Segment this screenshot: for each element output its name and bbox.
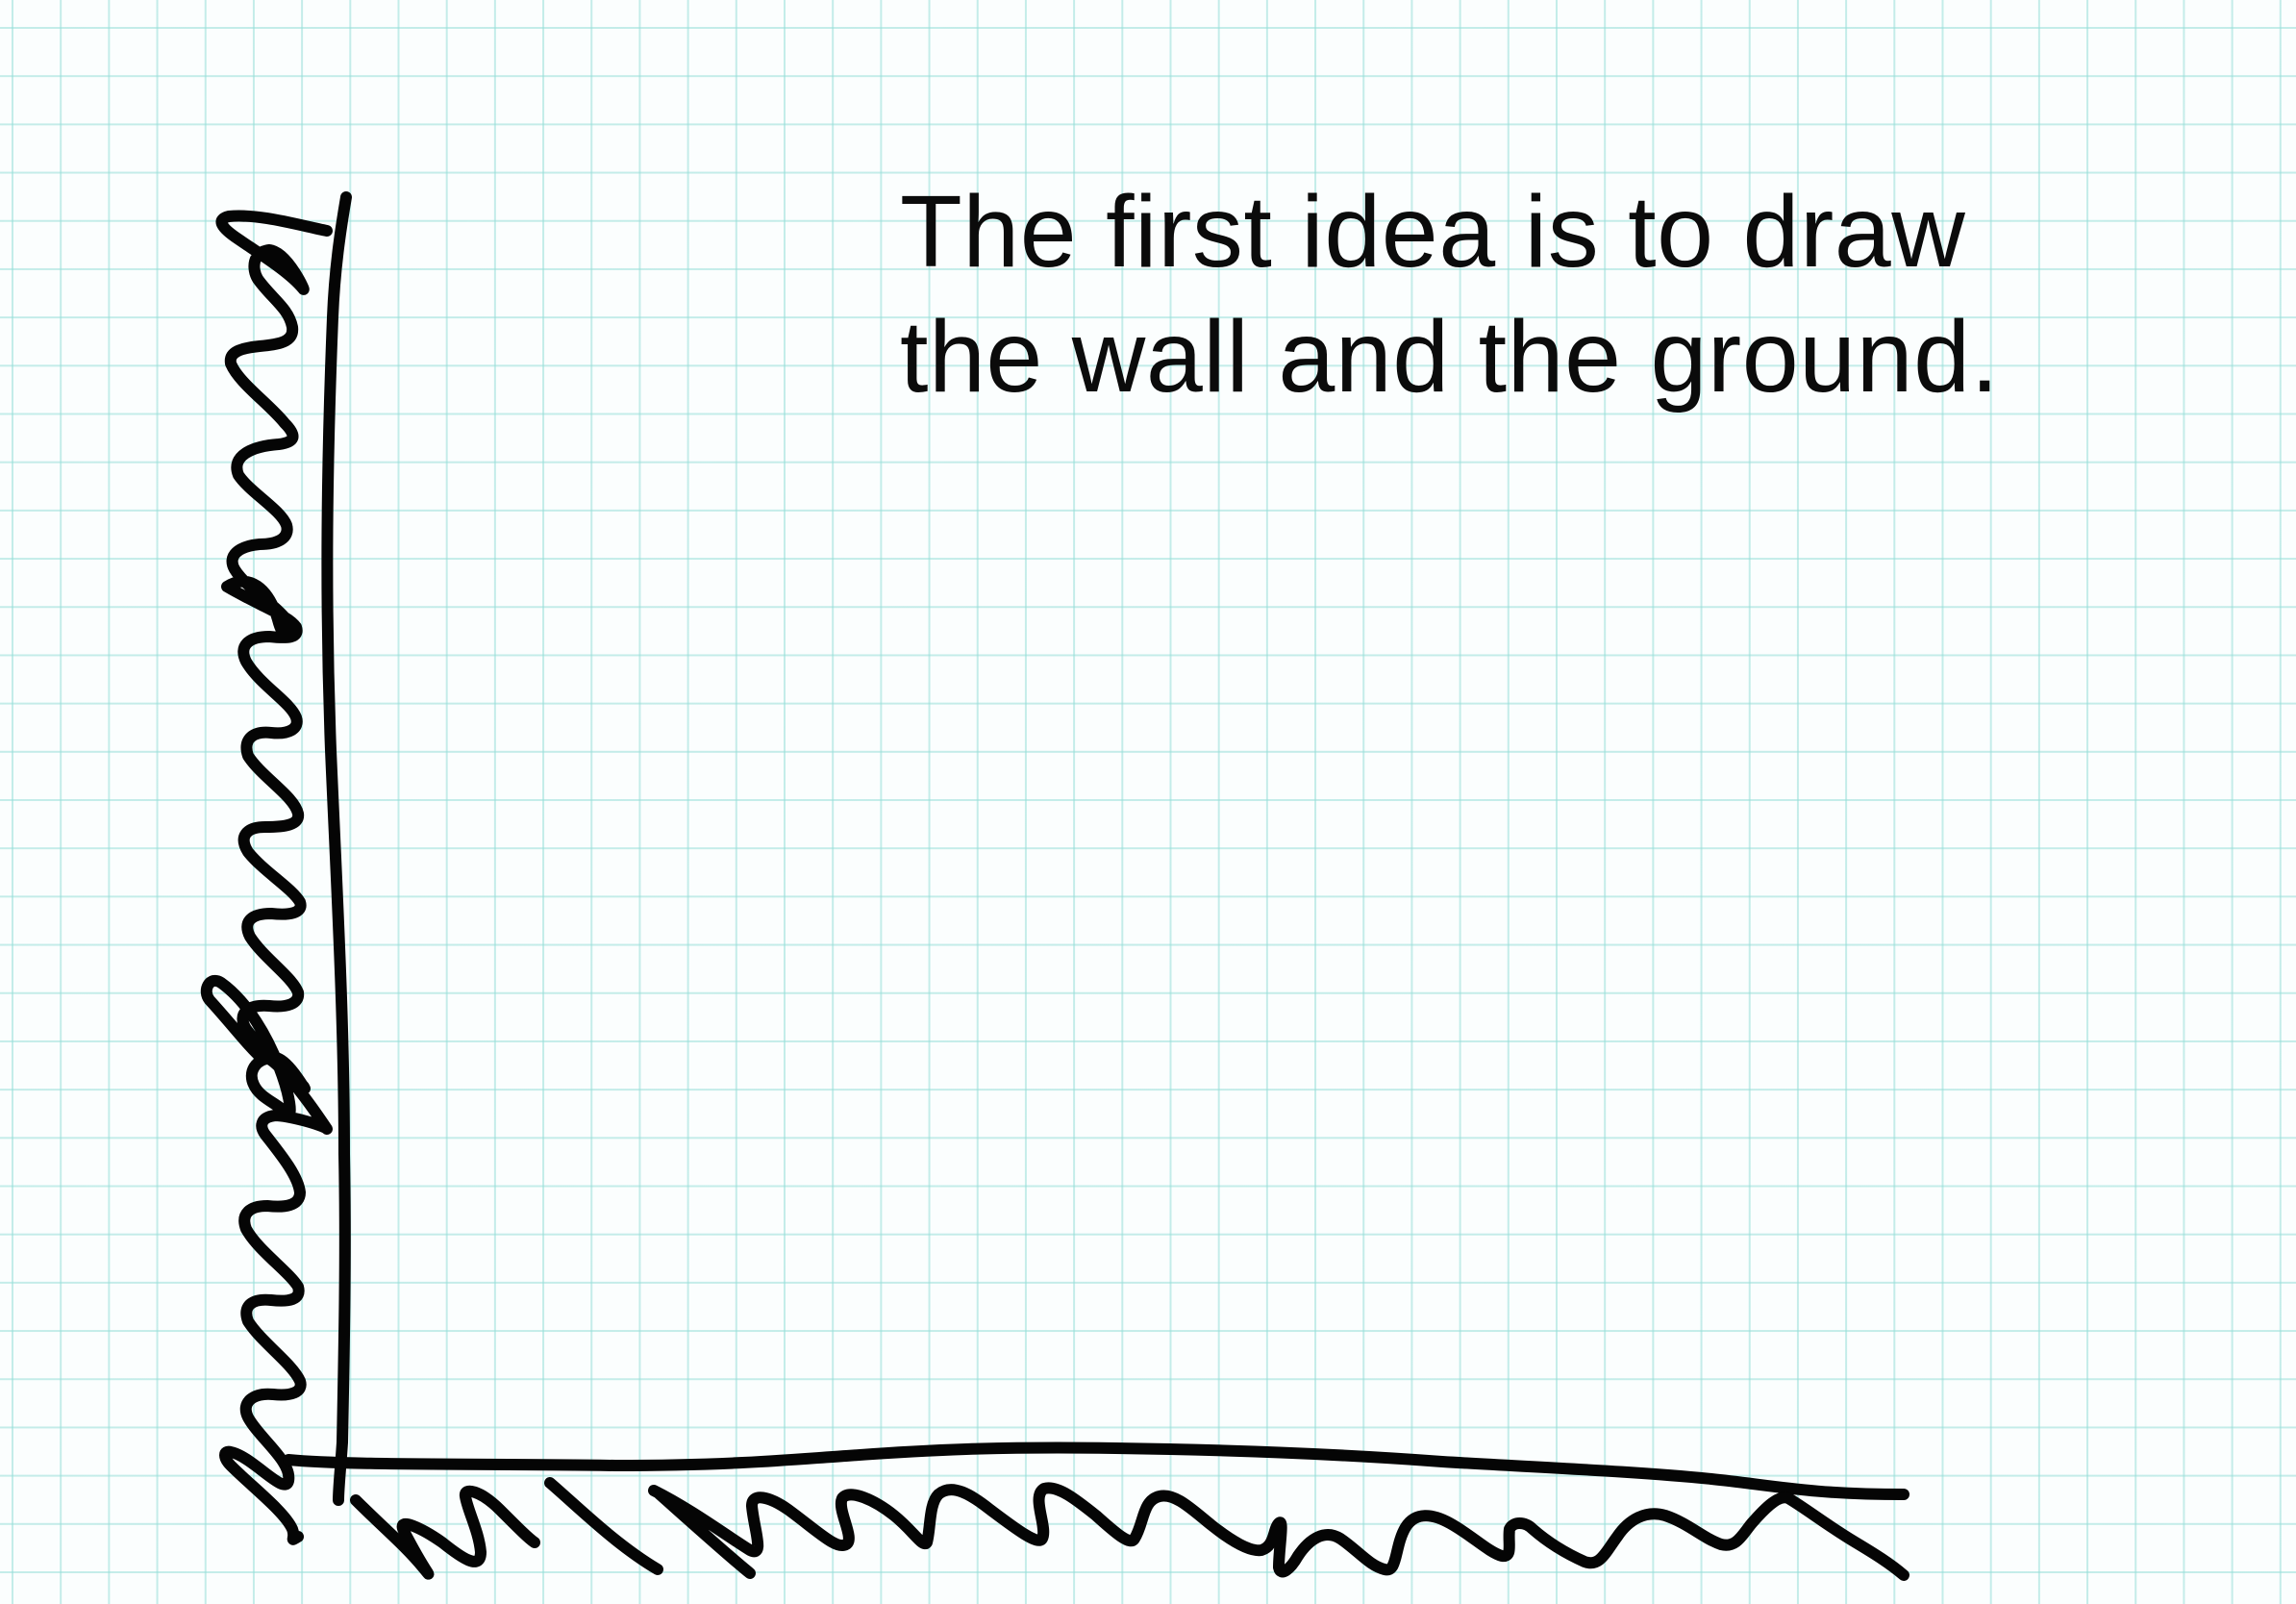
wall-line	[321, 191, 352, 1506]
ground-line	[283, 1441, 1909, 1500]
caption-line-2: the wall and the ground.	[900, 300, 2000, 414]
ground-texture	[350, 1477, 1909, 1581]
caption-text: The first idea is to draw the wall and t…	[900, 169, 2150, 419]
caption-line-1: The first idea is to draw	[900, 175, 1966, 288]
wall-texture	[200, 210, 333, 1545]
